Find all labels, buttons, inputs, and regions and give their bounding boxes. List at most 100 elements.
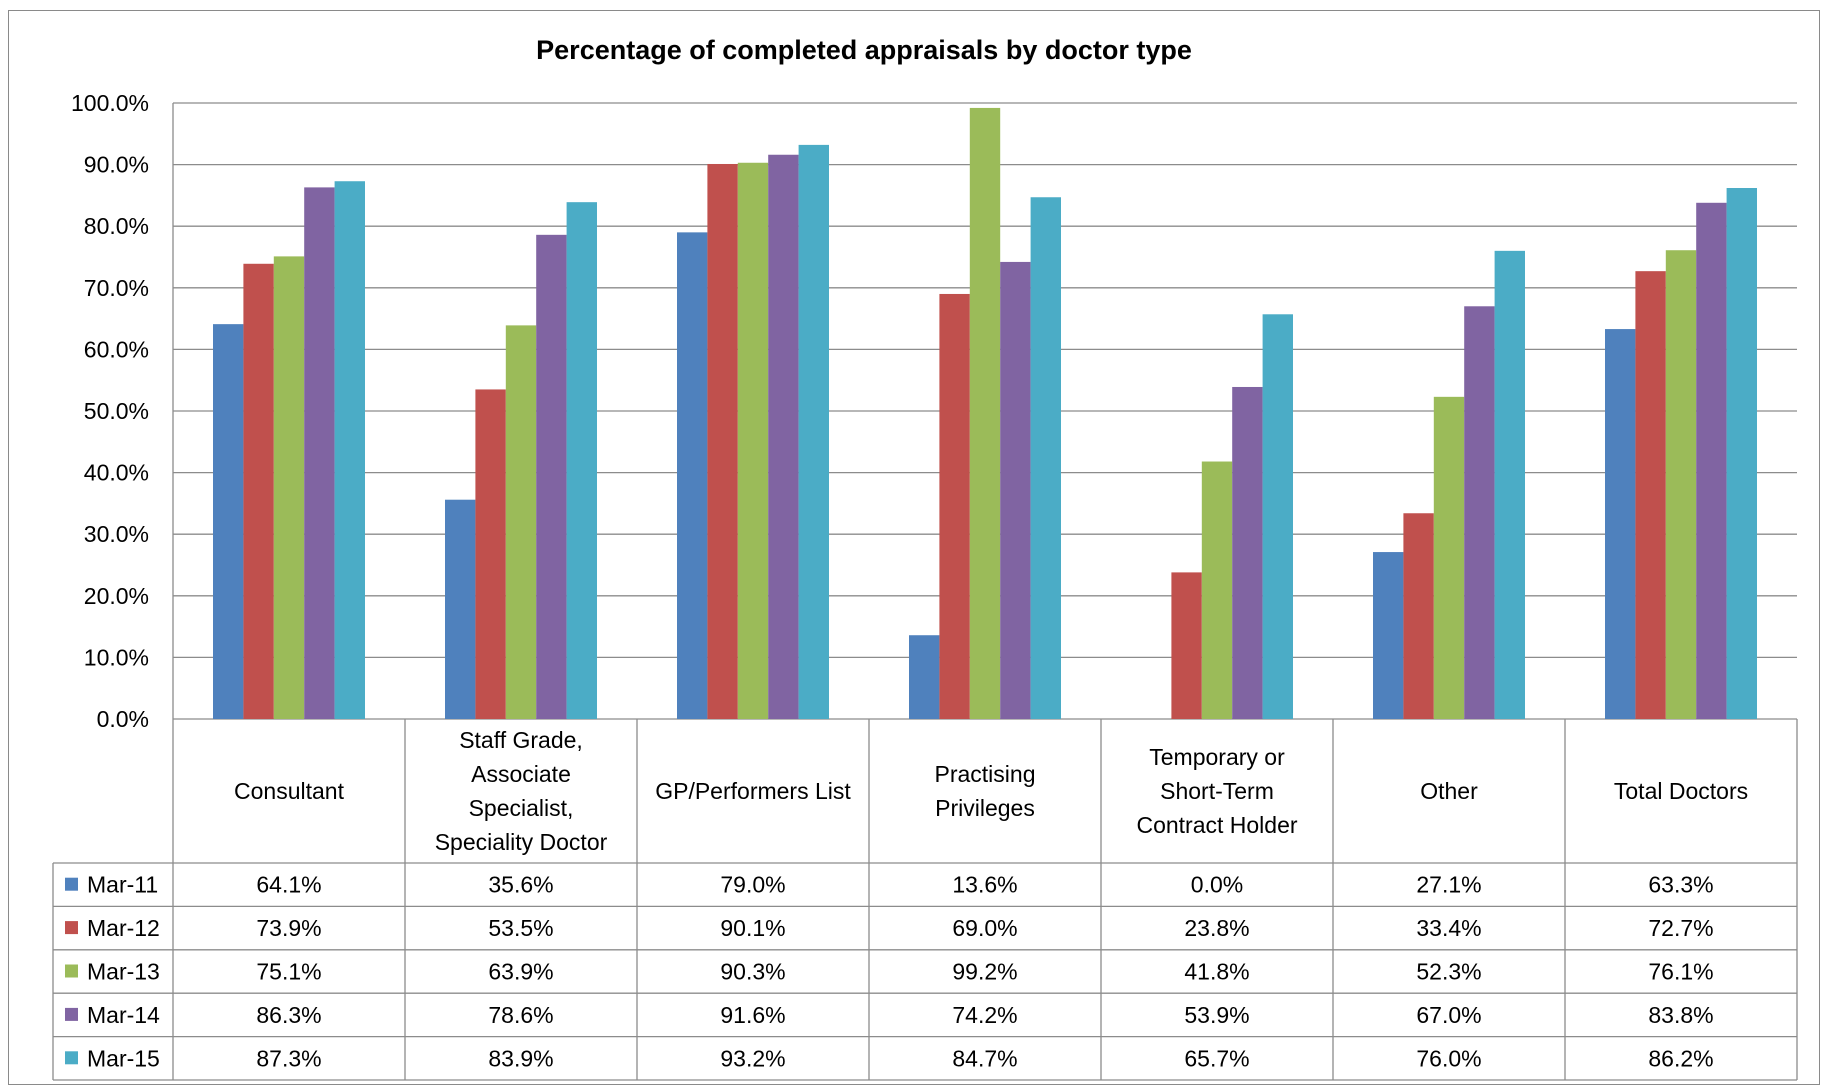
bar (273, 256, 305, 719)
data-table-cell: 93.2% (720, 1045, 785, 1071)
legend-label: Mar-12 (87, 915, 160, 941)
data-table-cell: 63.9% (488, 959, 553, 985)
data-table-cell: 87.3% (256, 1045, 321, 1071)
bar (536, 234, 567, 719)
y-tick-label: 10.0% (84, 644, 149, 670)
legend-swatch (65, 921, 78, 935)
category-label: Privileges (935, 795, 1035, 821)
category-label: Associate (471, 761, 571, 787)
bar (505, 325, 537, 719)
category-label: GP/Performers List (655, 778, 851, 804)
category-label: Practising (935, 761, 1036, 787)
legend-label: Mar-13 (87, 959, 160, 985)
y-tick-label: 20.0% (84, 583, 149, 609)
legend-swatch (65, 964, 78, 978)
data-table-cell: 78.6% (488, 1002, 553, 1028)
data-table-cell: 72.7% (1648, 915, 1713, 941)
bar (707, 163, 738, 719)
bar (798, 144, 829, 719)
data-table-cell: 64.1% (256, 872, 321, 898)
legend-swatch (65, 877, 78, 891)
data-table-cell: 99.2% (952, 959, 1017, 985)
legend-label: Mar-11 (87, 872, 158, 898)
data-table-cell: 33.4% (1416, 915, 1481, 941)
bar (677, 232, 708, 720)
legend-swatch (65, 1051, 78, 1065)
data-table-cell: 86.3% (256, 1002, 321, 1028)
legend-swatch (65, 1007, 78, 1021)
bar (909, 635, 940, 719)
data-table-cell: 90.3% (720, 959, 785, 985)
data-table-cell: 67.0% (1416, 1002, 1481, 1028)
bar (939, 293, 970, 719)
chart-title: Percentage of completed appraisals by do… (536, 35, 1192, 65)
bar (334, 181, 365, 719)
bar (1000, 261, 1031, 719)
bar (1464, 306, 1495, 719)
data-table-cell: 65.7% (1184, 1045, 1249, 1071)
bar (1403, 513, 1434, 719)
bar (445, 499, 476, 719)
data-table-cell: 91.6% (720, 1002, 785, 1028)
data-table-cell: 35.6% (488, 872, 553, 898)
y-tick-label: 40.0% (84, 460, 149, 486)
y-tick-label: 50.0% (84, 398, 149, 424)
bar (1494, 250, 1525, 719)
bar (969, 107, 1001, 720)
data-table-cell: 0.0% (1191, 872, 1243, 898)
category-label: Total Doctors (1614, 778, 1748, 804)
data-table-cell: 86.2% (1648, 1045, 1713, 1071)
legend-label: Mar-14 (87, 1002, 160, 1028)
data-table-cell: 83.9% (488, 1045, 553, 1071)
y-tick-label: 90.0% (84, 152, 149, 178)
data-table-cell: 83.8% (1648, 1002, 1713, 1028)
bar (1635, 271, 1666, 719)
y-tick-label: 30.0% (84, 521, 149, 547)
category-label: Consultant (234, 778, 345, 804)
bar (1696, 202, 1727, 720)
category-label: Specialist, (469, 795, 574, 821)
data-table-cell: 63.3% (1648, 872, 1713, 898)
bar (566, 202, 597, 719)
y-tick-label: 100.0% (71, 90, 149, 116)
data-table-cell: 79.0% (720, 872, 785, 898)
data-table-cell: 23.8% (1184, 915, 1249, 941)
y-tick-label: 0.0% (97, 706, 149, 732)
bar (1373, 552, 1404, 719)
bar (1201, 461, 1233, 719)
bar (1605, 329, 1636, 719)
bar (1665, 250, 1697, 719)
y-tick-label: 70.0% (84, 275, 149, 301)
data-table-cell: 69.0% (952, 915, 1017, 941)
data-table-cell: 76.0% (1416, 1045, 1481, 1071)
bar (213, 324, 244, 719)
data-table-cell: 74.2% (952, 1002, 1017, 1028)
data-table-cell: 27.1% (1416, 872, 1481, 898)
data-table-cell: 53.9% (1184, 1002, 1249, 1028)
bar (304, 187, 335, 720)
data-table-cell: 76.1% (1648, 959, 1713, 985)
bar (1171, 572, 1202, 719)
data-table-cell: 90.1% (720, 915, 785, 941)
y-tick-label: 80.0% (84, 213, 149, 239)
data-table-cell: 41.8% (1184, 959, 1249, 985)
bar (475, 389, 506, 719)
category-label: Other (1420, 778, 1478, 804)
bar (243, 263, 274, 719)
bar-chart: Percentage of completed appraisals by do… (52, 35, 1798, 1081)
data-table-cell: 75.1% (256, 959, 321, 985)
category-label: Temporary or (1149, 744, 1285, 770)
data-table-cell: 53.5% (488, 915, 553, 941)
data-table-cell: 84.7% (952, 1045, 1017, 1071)
bar (1030, 197, 1061, 720)
category-label: Staff Grade, (459, 727, 583, 753)
data-table-cell: 13.6% (952, 872, 1017, 898)
bar (1262, 314, 1293, 719)
category-label: Speciality Doctor (435, 829, 608, 855)
bar (768, 154, 799, 719)
bar (1232, 386, 1263, 719)
chart-frame: Percentage of completed appraisals by do… (8, 10, 1820, 1085)
bar (737, 162, 769, 719)
category-label: Short-Term (1160, 778, 1274, 804)
y-tick-label: 60.0% (84, 336, 149, 362)
